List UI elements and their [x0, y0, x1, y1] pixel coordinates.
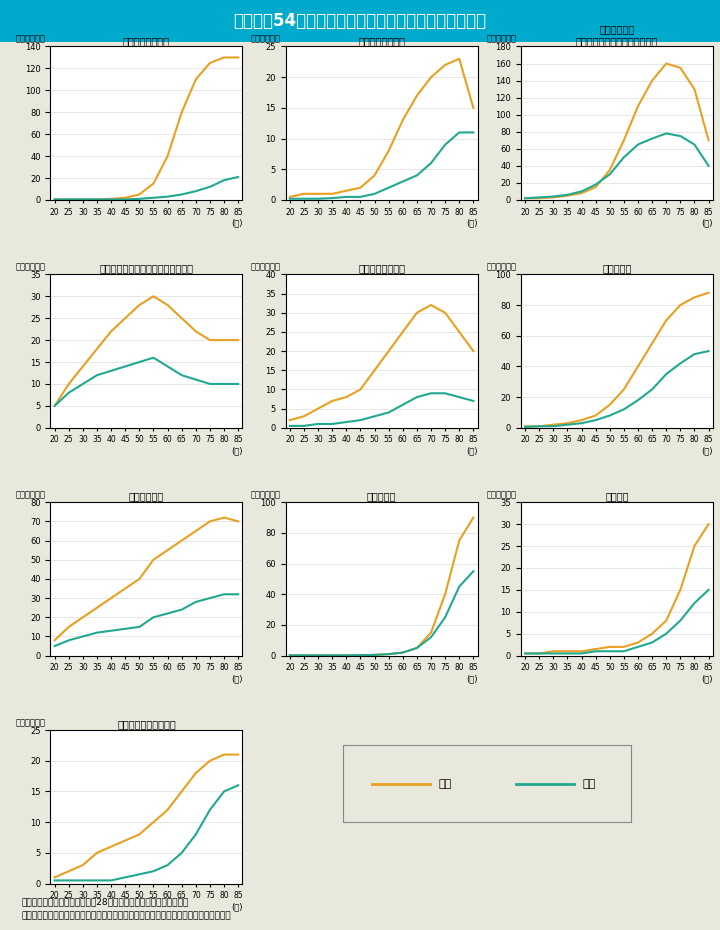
Text: (歳): (歳)	[701, 446, 713, 455]
Text: （人口千対）: （人口千対）	[16, 490, 46, 499]
Title: ＜うつ病やその他のこころの病気＞: ＜うつ病やその他のこころの病気＞	[99, 263, 194, 273]
Text: (歳): (歳)	[701, 674, 713, 683]
Text: (歳): (歳)	[231, 902, 243, 910]
Title: ＜甲状腺の病気＞: ＜甲状腺の病気＞	[358, 263, 405, 273]
Text: （人口千対）: （人口千対）	[251, 34, 281, 44]
Text: （人口千対）: （人口千対）	[16, 262, 46, 272]
Title: ＜肩こり症＞: ＜肩こり症＞	[129, 491, 164, 501]
Title: ＜関節症＞: ＜関節症＞	[602, 263, 631, 273]
Text: （人口千対）: （人口千対）	[251, 262, 281, 272]
Title: ＜貧血・血液の病気＞: ＜貧血・血液の病気＞	[117, 719, 176, 729]
Text: (歳): (歳)	[466, 674, 477, 683]
Title: ＜骨折＞: ＜骨折＞	[605, 491, 629, 501]
Title: ＜認知症＞: ＜認知症＞	[367, 491, 396, 501]
Title: ＜関節リウマチ＞: ＜関節リウマチ＞	[358, 35, 405, 46]
Text: (歳): (歳)	[466, 219, 477, 227]
Text: (歳): (歳)	[231, 674, 243, 683]
Text: (歳): (歳)	[231, 219, 243, 227]
Text: （人口千対）: （人口千対）	[16, 718, 46, 727]
Text: （人口千対）: （人口千対）	[486, 490, 516, 499]
Title: ＜脂質異常症
（高コレステロール血症等）＞: ＜脂質異常症 （高コレステロール血症等）＞	[576, 24, 658, 46]
Title: ＜骨粗しょう症＞: ＜骨粗しょう症＞	[123, 35, 170, 46]
Text: (歳): (歳)	[231, 446, 243, 455]
Text: (歳): (歳)	[701, 219, 713, 227]
Text: Ｉ－特－54図　男女別の通院者率（女性に多い疾患）: Ｉ－特－54図 男女別の通院者率（女性に多い疾患）	[233, 12, 487, 30]
Text: （人口千対）: （人口千対）	[486, 262, 516, 272]
Text: (歳): (歳)	[466, 446, 477, 455]
Text: 女性: 女性	[438, 778, 451, 789]
Text: （人口千対）: （人口千対）	[486, 34, 516, 44]
Text: ２．通院者には入院者は含まないが，母数となる世帯人員には入院者を含む。: ２．通院者には入院者は含まないが，母数となる世帯人員には入院者を含む。	[22, 911, 231, 921]
Text: （備考）１．厚生労働省「平成28年国民生活基礎調査」より作成。: （備考）１．厚生労働省「平成28年国民生活基礎調査」より作成。	[22, 897, 189, 907]
Text: （人口千対）: （人口千対）	[16, 34, 46, 44]
Text: 男性: 男性	[582, 778, 595, 789]
Text: （人口千対）: （人口千対）	[251, 490, 281, 499]
